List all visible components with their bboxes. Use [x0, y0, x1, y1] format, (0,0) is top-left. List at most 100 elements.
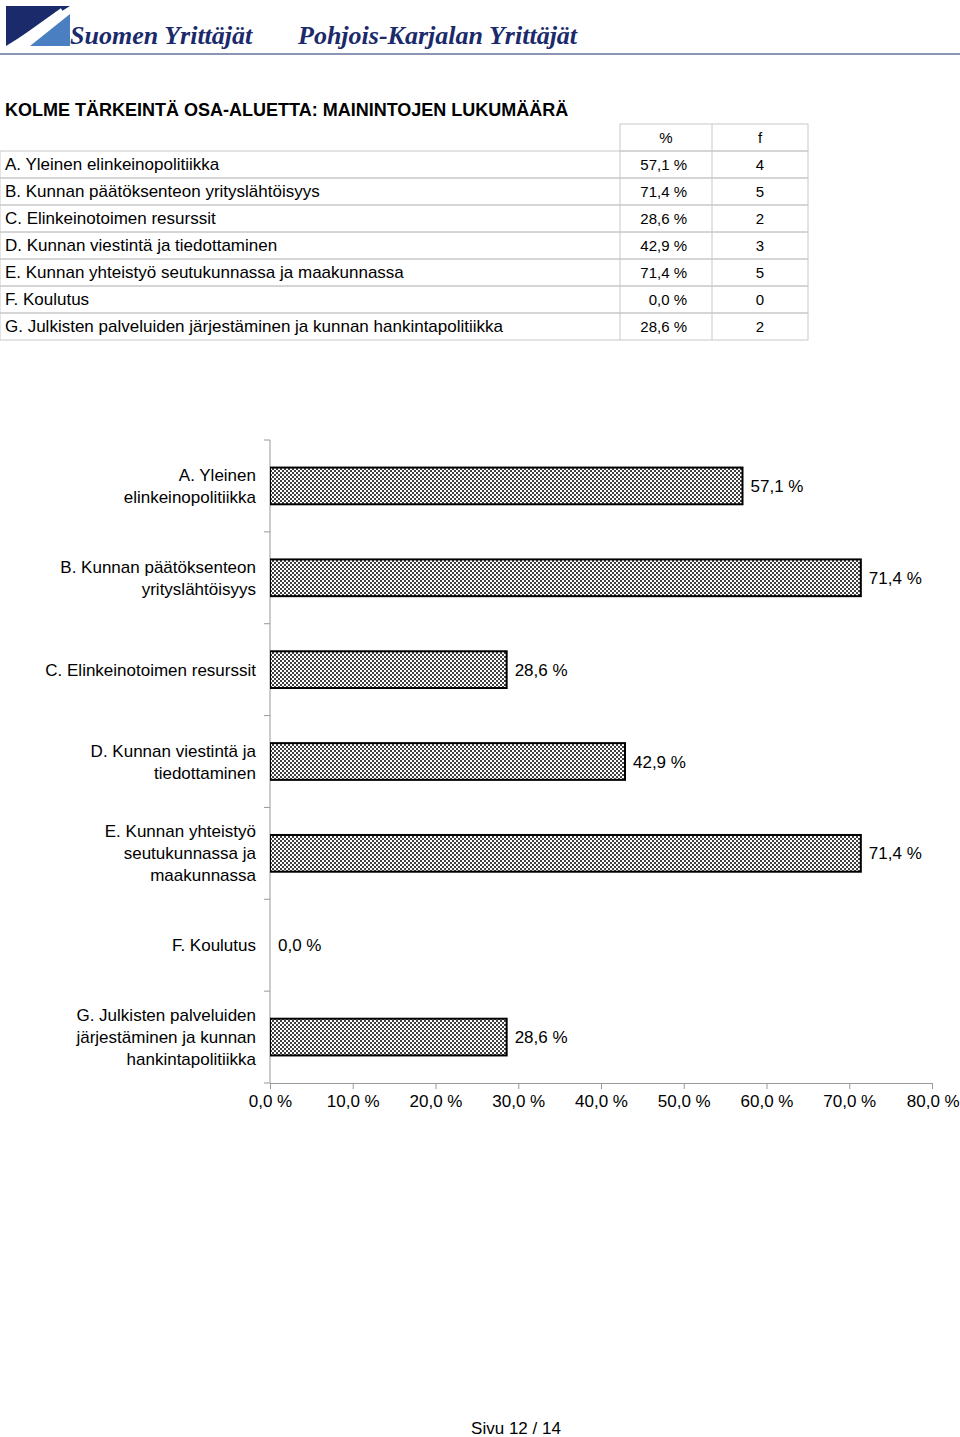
table-percent: 28,6 % [640, 318, 687, 335]
bar [270, 468, 743, 505]
table-row [0, 286, 808, 313]
table-border [620, 151, 621, 178]
table-header: % [659, 129, 672, 146]
logo-accent [30, 14, 70, 46]
table-row [0, 313, 808, 340]
table-count: 5 [756, 183, 764, 200]
table-percent: 71,4 % [640, 183, 687, 200]
bar [270, 835, 861, 872]
data-label: 71,4 % [869, 844, 922, 863]
x-tick-mark [436, 1083, 437, 1089]
x-axis: 0,0 % 10,0 % 20,0 % 30,0 % 40,0 % 50,0 % 60,0 … [249, 1083, 960, 1111]
x-tick-label: 60,0 % [741, 1092, 794, 1111]
category-label: A. Yleinenelinkeinopolitiikka [124, 466, 257, 507]
table-header: f [758, 129, 763, 146]
table-border [712, 232, 713, 259]
x-tick-mark [601, 1083, 602, 1089]
x-tick-mark [353, 1083, 354, 1089]
table-row [0, 151, 808, 178]
data-label: 28,6 % [515, 1028, 568, 1047]
table-border [620, 259, 621, 286]
x-tick: 50,0 % [658, 1083, 711, 1111]
x-tick-mark [849, 1083, 850, 1089]
table-label: C. Elinkeinotoimen resurssit [5, 209, 216, 228]
table-header-cell [620, 124, 808, 151]
table-border [712, 178, 713, 205]
table-count: 2 [756, 210, 764, 227]
bar [270, 1019, 507, 1056]
table-border [620, 178, 621, 205]
table-label: A. Yleinen elinkeinopolitiikka [5, 155, 220, 174]
x-tick: 20,0 % [410, 1083, 463, 1111]
x-tick-mark [932, 1083, 933, 1089]
category-separator [264, 623, 270, 624]
x-tick-label: 10,0 % [327, 1092, 380, 1111]
title: KOLME TÄRKEINTÄ OSA-ALUETTA: MAININTOJEN… [5, 100, 568, 120]
table-count: 5 [756, 264, 764, 281]
x-tick-label: 80,0 % [907, 1092, 960, 1111]
table-border [620, 205, 621, 232]
table-border [712, 124, 713, 151]
category-separator [264, 991, 270, 992]
x-tick-mark [684, 1083, 685, 1089]
bars [270, 468, 861, 1056]
x-tick: 40,0 % [575, 1083, 628, 1111]
logo [6, 6, 70, 46]
page: Suomen Yrittäjät Pohjois-Karjalan Yrittäj… [0, 0, 960, 1437]
category-label: C. Elinkeinotoimen resurssit [45, 661, 256, 680]
table-label: G. Julkisten palveluiden järjestäminen j… [5, 317, 504, 336]
x-tick: 70,0 % [823, 1083, 876, 1111]
chart: A. Yleinenelinkeinopolitiikka B. Kunnan p… [45, 440, 959, 1111]
table-row [0, 205, 808, 232]
category-label: D. Kunnan viestintä jatiedottaminen [91, 742, 257, 783]
x-tick-label: 50,0 % [658, 1092, 711, 1111]
x-tick: 80,0 % [907, 1083, 960, 1111]
header-region: Pohjois-Karjalan Yrittäjät [297, 21, 578, 50]
table-border [712, 259, 713, 286]
table-count: 3 [756, 237, 764, 254]
table-border [620, 232, 621, 259]
table-percent: 42,9 % [640, 237, 687, 254]
table-border [712, 313, 713, 340]
table-row [0, 178, 808, 205]
data-label: 0,0 % [278, 936, 321, 955]
bar [270, 651, 507, 688]
table: %fA. Yleinen elinkeinopolitiikka57,1 %4B… [0, 124, 808, 340]
x-tick: 10,0 % [327, 1083, 380, 1111]
category-labels: A. Yleinenelinkeinopolitiikka B. Kunnan p… [45, 466, 256, 1069]
category-separator [264, 531, 270, 532]
table-border [620, 313, 621, 340]
header-org: Suomen Yrittäjät [70, 21, 253, 50]
bar [270, 559, 861, 596]
bar [270, 927, 271, 964]
bar [270, 743, 625, 780]
x-tick-mark [767, 1083, 768, 1089]
x-tick-label: 20,0 % [410, 1092, 463, 1111]
data-label: 28,6 % [515, 661, 568, 680]
category-label: B. Kunnan päätöksenteonyrityslähtöisyys [60, 558, 256, 599]
category-separator [264, 440, 270, 441]
x-tick-label: 40,0 % [575, 1092, 628, 1111]
data-label: 71,4 % [869, 569, 922, 588]
table-row [0, 259, 808, 286]
category-label: F. Koulutus [172, 936, 256, 955]
category-separator [264, 899, 270, 900]
table-label: D. Kunnan viestintä ja tiedottaminen [5, 236, 277, 255]
x-tick-mark [518, 1083, 519, 1089]
footer: Sivu 12 / 14 [471, 1419, 561, 1437]
table-label: B. Kunnan päätöksenteon yrityslähtöisyys [5, 182, 320, 201]
table-percent: 57,1 % [640, 156, 687, 173]
data-label: 57,1 % [751, 477, 804, 496]
x-tick-label: 0,0 % [249, 1092, 292, 1111]
table-border [620, 286, 621, 313]
table-count: 2 [756, 318, 764, 335]
table-border [712, 286, 713, 313]
category-label: E. Kunnan yhteistyöseutukunnassa jamaaku… [105, 822, 257, 885]
x-tick-label: 70,0 % [823, 1092, 876, 1111]
category-separator [264, 715, 270, 716]
x-tick-label: 30,0 % [492, 1092, 545, 1111]
x-tick: 60,0 % [741, 1083, 794, 1111]
x-tick: 30,0 % [492, 1083, 545, 1111]
x-tick-mark [270, 1083, 271, 1089]
x-tick: 0,0 % [249, 1083, 292, 1111]
